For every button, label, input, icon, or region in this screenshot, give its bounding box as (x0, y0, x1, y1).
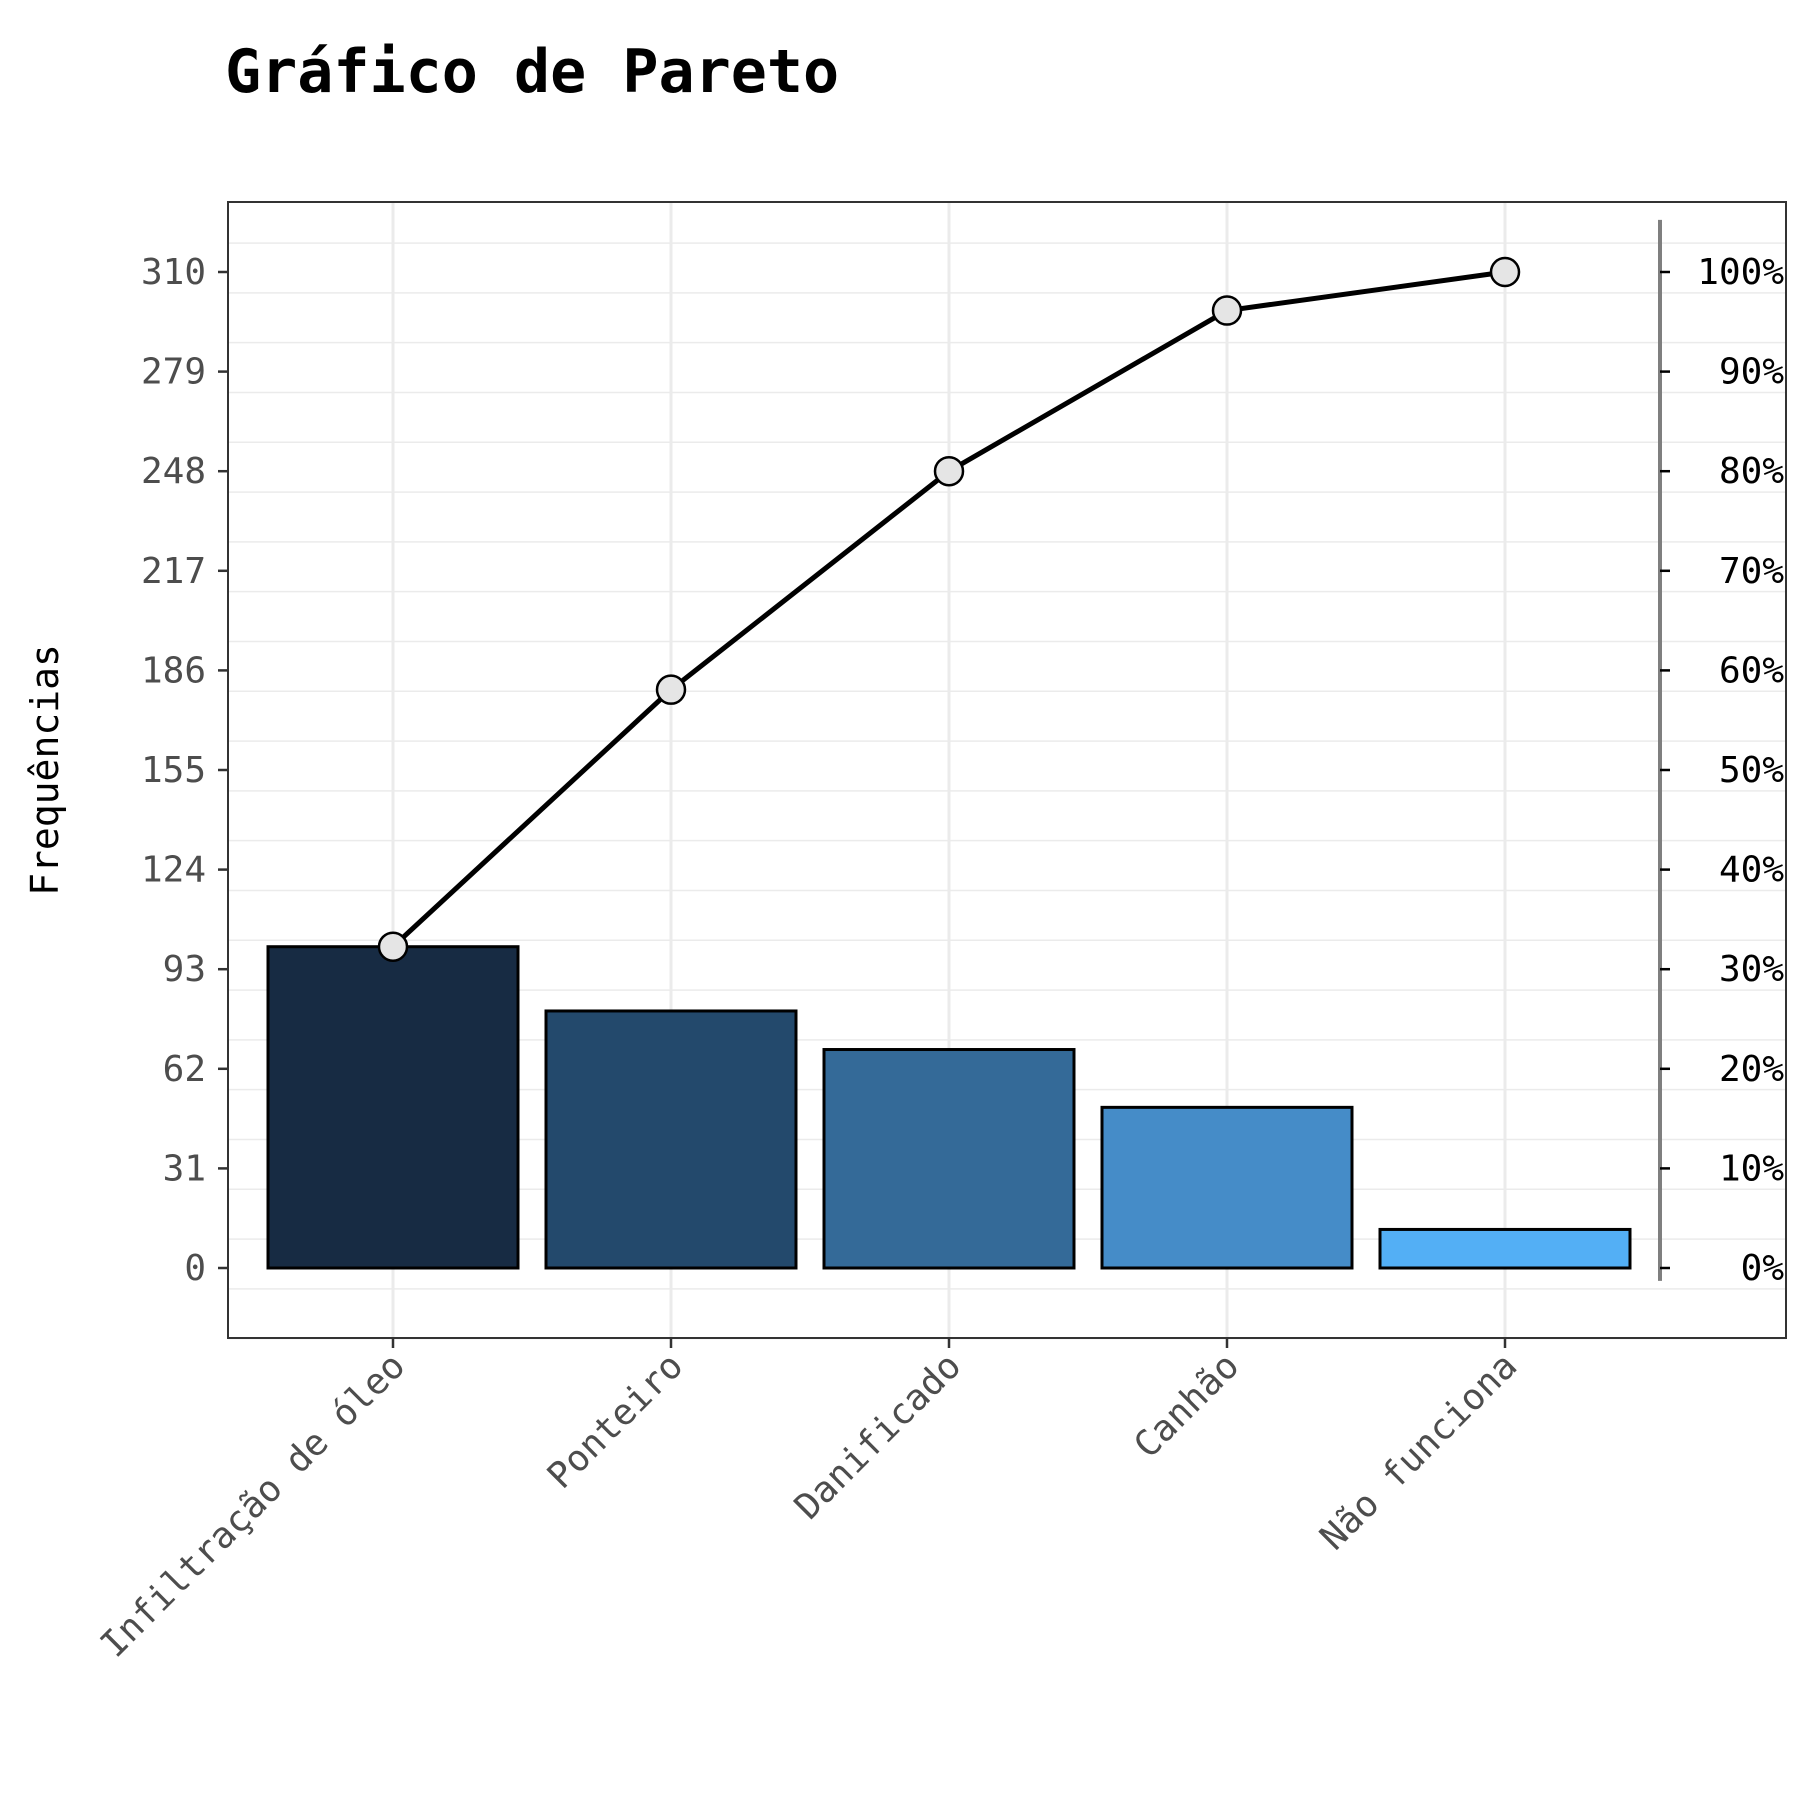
y-axis-tick-label: 62 (163, 1049, 206, 1090)
y-axis-tick-label: 279 (141, 352, 206, 393)
y-axis-tick-label: 248 (141, 451, 206, 492)
y-axis-tick-label: 186 (141, 650, 206, 691)
x-axis-tick-label: Ponteiro (540, 1345, 692, 1497)
secondary-axis-tick-label: 60% (1719, 650, 1784, 691)
y-axis-tick-label: 310 (141, 252, 206, 293)
x-axis-tick-label: Infiltração de óleo (93, 1345, 413, 1665)
x-axis: Infiltração de óleo Ponteiro Danificado Can… (93, 1338, 1525, 1666)
x-axis-tick-label: Canhão (1126, 1345, 1247, 1466)
cumulative-point (933, 455, 965, 487)
y-axis-tick-label: 93 (163, 949, 206, 990)
y-axis-tick-label: 155 (141, 750, 206, 791)
y-axis-label: Frequências (23, 644, 67, 896)
y-axis-tick-label: 217 (141, 551, 206, 592)
x-axis-tick-label: Danificado (787, 1345, 969, 1527)
secondary-axis-tick-label: 90% (1719, 352, 1784, 393)
bars (266, 945, 1632, 1270)
y-axis-tick-label: 0 (184, 1248, 206, 1289)
chart-title: Gráfico de Pareto (225, 37, 839, 107)
plot-panel: 0% 10% 20% 30% 40% 50% 60% 70% 80% 90% 100% (227, 201, 1787, 1340)
cumulative-point (377, 931, 409, 962)
cumulative-point (655, 674, 687, 705)
bar (822, 1048, 1076, 1270)
secondary-axis-tick-label: 30% (1719, 949, 1784, 990)
secondary-axis-tick-label: 40% (1719, 850, 1784, 891)
bar (544, 1009, 798, 1270)
bar (266, 945, 520, 1270)
secondary-axis: 0% 10% 20% 30% 40% 50% 60% 70% 80% 90% 100% (1658, 219, 1785, 1289)
secondary-axis-tick-label: 20% (1719, 1049, 1784, 1090)
y-axis-tick-label: 31 (163, 1148, 206, 1189)
secondary-axis-tick-label: 80% (1719, 451, 1784, 492)
y-axis: 0 31 62 93 124 155 186 217 248 279 310 (141, 252, 228, 1289)
x-axis-tick-label: Não funciona (1312, 1345, 1525, 1558)
secondary-axis-tick-label: 70% (1719, 551, 1784, 592)
secondary-axis-tick-label: 100% (1697, 252, 1784, 293)
secondary-axis-tick-label: 10% (1719, 1148, 1784, 1189)
bar (1100, 1105, 1354, 1270)
secondary-axis-tick-label: 50% (1719, 750, 1784, 791)
secondary-axis-tick-label: 0% (1741, 1248, 1785, 1289)
cumulative-line (377, 256, 1521, 962)
cumulative-point (1489, 256, 1521, 288)
bar (1378, 1227, 1632, 1270)
y-axis-tick-label: 124 (141, 850, 206, 891)
cumulative-point (1211, 295, 1243, 326)
